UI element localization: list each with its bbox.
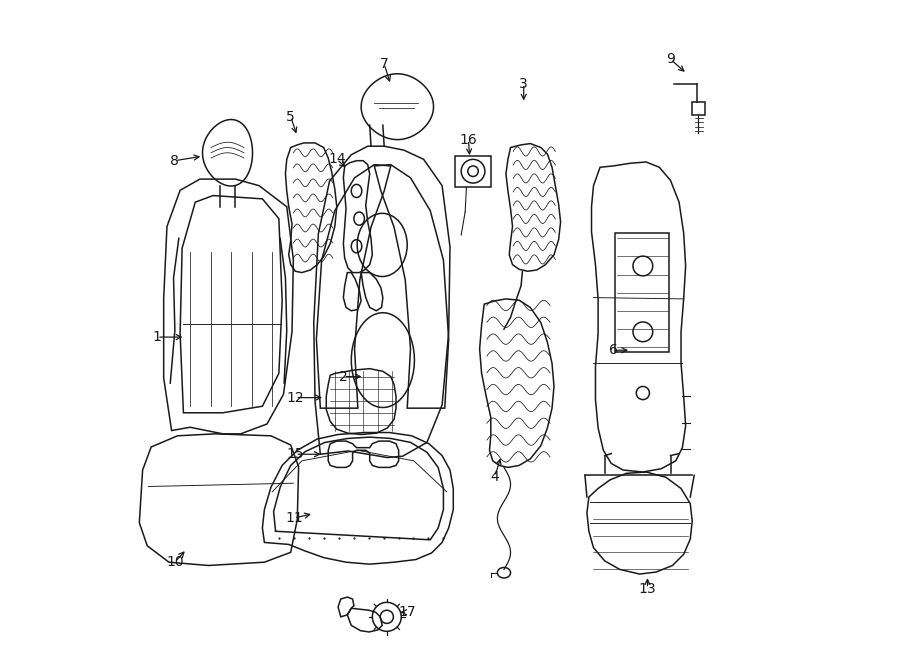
Text: 4: 4: [491, 469, 500, 484]
Text: 17: 17: [399, 605, 416, 619]
Text: 7: 7: [380, 57, 389, 71]
Text: 11: 11: [285, 511, 303, 525]
Text: 1: 1: [153, 330, 161, 344]
Text: 10: 10: [166, 555, 184, 569]
Text: 5: 5: [286, 110, 295, 124]
Text: 14: 14: [328, 153, 346, 167]
Text: 15: 15: [286, 447, 304, 461]
Text: 6: 6: [608, 343, 617, 357]
Text: 9: 9: [666, 52, 675, 66]
Text: 13: 13: [639, 582, 656, 596]
Text: 12: 12: [286, 391, 304, 405]
Text: 8: 8: [170, 153, 179, 168]
Text: 16: 16: [460, 133, 477, 147]
Text: 2: 2: [339, 369, 347, 383]
Text: 3: 3: [519, 77, 528, 91]
